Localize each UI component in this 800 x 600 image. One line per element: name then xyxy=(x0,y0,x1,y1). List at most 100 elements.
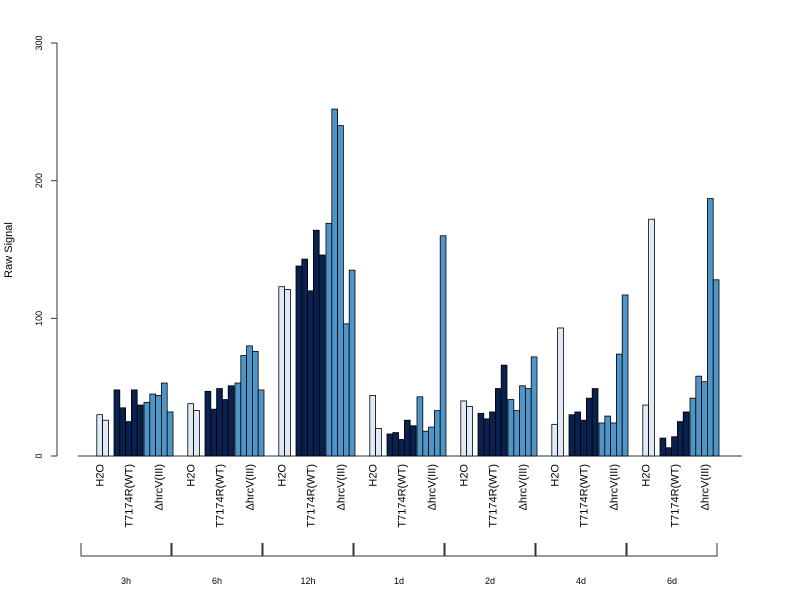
bars-layer xyxy=(96,108,720,457)
bar xyxy=(466,406,473,457)
bar xyxy=(616,353,623,457)
bar xyxy=(712,279,720,457)
bar xyxy=(433,410,441,457)
bar xyxy=(409,425,417,457)
bar xyxy=(416,396,424,457)
timepoint-label: 6d xyxy=(667,576,677,586)
bar xyxy=(119,407,127,457)
bar xyxy=(102,419,109,457)
timepoint-label: 3h xyxy=(121,576,131,586)
bar xyxy=(96,414,104,457)
bar xyxy=(251,350,259,457)
y-tick-label: 0 xyxy=(34,453,44,458)
bar xyxy=(621,294,629,457)
bar xyxy=(386,433,394,457)
condition-labels: H2O T7174R(WT) ΔhrcV(III) H2O T7174R(WT) Δhrc… xyxy=(95,464,712,528)
bar xyxy=(325,222,333,457)
bar xyxy=(422,430,429,457)
bar xyxy=(136,404,144,457)
condition-label: H2O xyxy=(277,464,289,487)
bar xyxy=(398,439,405,457)
condition-label: T7174R(WT) xyxy=(670,464,682,528)
bar xyxy=(130,389,138,457)
condition-label: ΔhrcV(III) xyxy=(700,464,712,510)
bar xyxy=(513,410,520,457)
bar xyxy=(166,411,174,457)
bar xyxy=(392,432,399,457)
condition-label: ΔhrcV(III) xyxy=(245,464,257,510)
timepoint-bracket xyxy=(171,543,263,557)
timepoint-label: 6h xyxy=(212,576,222,586)
bar xyxy=(155,395,162,457)
bar xyxy=(246,345,253,457)
bar xyxy=(642,404,649,457)
bar xyxy=(591,388,599,457)
timepoint-bracket xyxy=(444,543,536,557)
bar xyxy=(295,265,303,457)
timepoint-label: 2d xyxy=(485,576,495,586)
condition-label: T7174R(WT) xyxy=(124,464,136,528)
bar xyxy=(580,419,587,457)
timepoint-label: 12h xyxy=(300,576,315,586)
y-tick-label: 200 xyxy=(34,173,44,188)
condition-label: T7174R(WT) xyxy=(579,464,591,528)
condition-label: H2O xyxy=(368,464,380,487)
bar xyxy=(210,408,218,457)
bar xyxy=(551,423,558,457)
bar xyxy=(500,364,508,457)
bar xyxy=(375,428,382,457)
bar xyxy=(586,397,593,457)
condition-label: T7174R(WT) xyxy=(397,464,409,528)
bar xyxy=(187,403,195,457)
condition-label: H2O xyxy=(95,464,107,487)
bar xyxy=(204,390,212,457)
condition-label: H2O xyxy=(459,464,471,487)
bar xyxy=(598,422,606,457)
bar xyxy=(428,426,435,457)
bar xyxy=(240,355,248,457)
condition-label: H2O xyxy=(186,464,198,487)
bar xyxy=(489,411,496,457)
bar xyxy=(342,323,350,457)
condition-label: H2O xyxy=(550,464,562,487)
bar xyxy=(439,235,447,457)
bar xyxy=(689,397,697,457)
y-axis: 0 100 200 300 xyxy=(34,35,58,459)
bar xyxy=(284,289,291,457)
bar xyxy=(604,415,611,457)
condition-label: ΔhrcV(III) xyxy=(518,464,530,510)
bar xyxy=(234,382,242,457)
bar xyxy=(403,419,411,457)
bar xyxy=(113,389,121,457)
bar xyxy=(671,436,678,457)
bar xyxy=(525,388,532,457)
bar xyxy=(149,393,157,457)
bar xyxy=(659,437,667,457)
timepoint-bracket xyxy=(80,543,172,557)
bar xyxy=(193,410,200,457)
condition-label: H2O xyxy=(641,464,653,487)
timepoint-brackets: 3h 6h 12h 1d 2d 4d 6d xyxy=(80,543,718,586)
condition-label: ΔhrcV(III) xyxy=(609,464,621,510)
bar xyxy=(278,286,285,457)
condition-label: T7174R(WT) xyxy=(215,464,227,528)
bar xyxy=(568,414,576,457)
bar xyxy=(477,412,485,457)
bar xyxy=(648,218,655,457)
bar xyxy=(125,421,132,457)
bar xyxy=(369,395,376,457)
condition-label: T7174R(WT) xyxy=(306,464,318,528)
bar xyxy=(530,356,538,457)
bar xyxy=(677,421,684,457)
condition-label: T7174R(WT) xyxy=(488,464,500,528)
bar xyxy=(318,254,326,457)
bar xyxy=(301,258,308,457)
bar xyxy=(483,418,490,457)
timepoint-bracket xyxy=(353,543,445,557)
bar xyxy=(507,399,515,457)
bar xyxy=(307,290,314,457)
bar xyxy=(665,447,672,457)
timepoint-bracket xyxy=(626,543,718,557)
bar xyxy=(216,388,223,457)
